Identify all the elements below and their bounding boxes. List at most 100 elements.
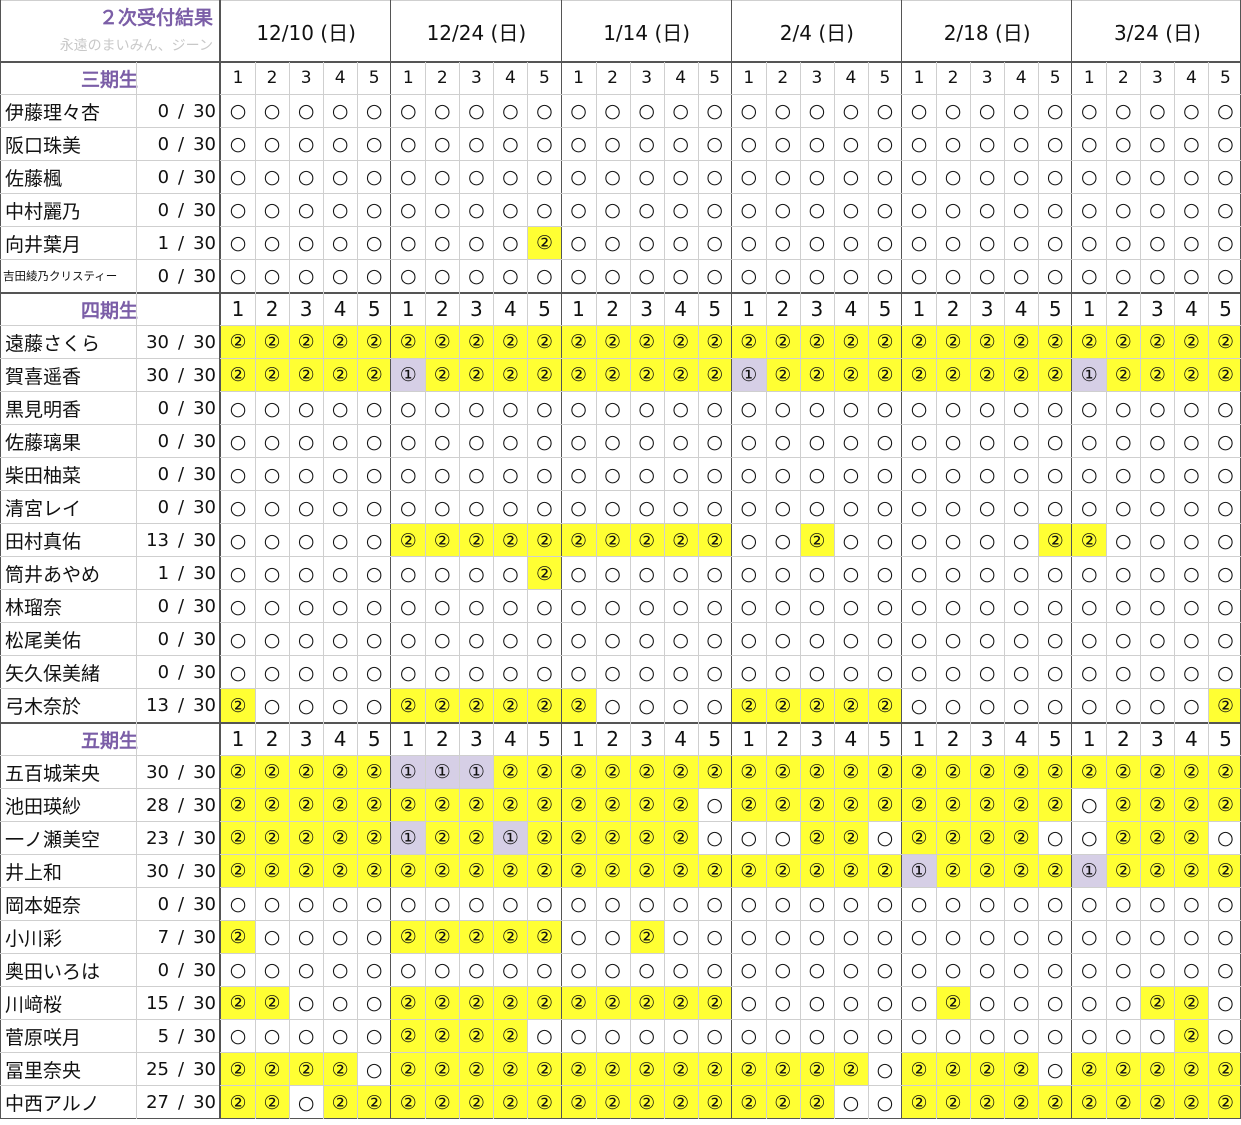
member-name: 小川彩 xyxy=(5,927,63,950)
won-count: 0 xyxy=(157,662,170,684)
slot-number: 5 xyxy=(1048,297,1062,322)
result-none: ○ xyxy=(1080,595,1098,618)
result-win-2: ② xyxy=(867,788,902,822)
slot-number: 2 xyxy=(265,727,279,752)
result-win-2: ② xyxy=(561,325,596,359)
result-win-2: ② xyxy=(289,854,324,888)
won-count: 0 xyxy=(157,629,170,651)
result-win-2: ② xyxy=(323,1086,358,1120)
result-none: ○ xyxy=(706,893,723,916)
result-none: ○ xyxy=(638,100,655,123)
result-none: ○ xyxy=(808,595,826,618)
result-none: ○ xyxy=(944,959,962,982)
result-none: ○ xyxy=(978,463,996,486)
result-win-2: ② xyxy=(459,1086,494,1120)
result-none: ○ xyxy=(774,628,792,651)
grid-line xyxy=(0,523,1241,524)
result-none: ○ xyxy=(365,397,383,420)
result-none: ○ xyxy=(1115,628,1132,651)
result-none: ○ xyxy=(740,166,758,189)
result-none: ○ xyxy=(672,232,689,255)
result-win-2: ② xyxy=(799,755,834,789)
result-win-2: ② xyxy=(765,854,800,888)
result-win-2: ② xyxy=(1174,1019,1209,1053)
result-win-2: ② xyxy=(1072,755,1107,789)
result-none: ○ xyxy=(1149,529,1166,552)
won-count: 13 xyxy=(146,530,170,552)
result-win-2: ② xyxy=(561,755,596,789)
result-win-2: ② xyxy=(493,358,528,392)
slot-number: 3 xyxy=(470,727,483,752)
grid-line xyxy=(630,61,631,1120)
result-win-2: ② xyxy=(595,325,630,359)
result-none: ○ xyxy=(536,463,553,486)
result-win-2: ② xyxy=(799,689,834,723)
result-win-2: ② xyxy=(663,358,698,392)
result-none: ○ xyxy=(1183,926,1200,949)
result-win-2: ② xyxy=(493,689,528,723)
grid-line xyxy=(0,0,1,1120)
won-count: 0 xyxy=(157,497,170,519)
result-none: ○ xyxy=(706,496,723,519)
result-none: ○ xyxy=(910,595,928,618)
result-win-2: ② xyxy=(527,1053,562,1087)
slot-number: 4 xyxy=(333,727,347,752)
result-win-2: ② xyxy=(1004,755,1039,789)
result-win-2: ② xyxy=(459,1019,494,1053)
result-none: ○ xyxy=(331,595,349,618)
result-none: ○ xyxy=(1012,397,1030,420)
result-win-2: ② xyxy=(357,358,392,392)
result-win-2: ② xyxy=(629,986,664,1020)
result-win-2: ② xyxy=(527,1086,562,1120)
result-none: ○ xyxy=(570,397,587,420)
result-none: ○ xyxy=(1012,232,1030,255)
count-separator: / xyxy=(178,497,185,519)
result-none: ○ xyxy=(1149,926,1166,949)
slot-number: 3 xyxy=(1151,727,1164,752)
result-win-2: ② xyxy=(833,755,868,789)
result-none: ○ xyxy=(706,133,723,156)
result-none: ○ xyxy=(876,827,894,850)
date-header: 2/4 (日) xyxy=(779,21,854,45)
result-none: ○ xyxy=(842,397,860,420)
result-win-2: ② xyxy=(936,821,971,855)
slot-number: 5 xyxy=(878,727,892,752)
result-none: ○ xyxy=(399,595,417,618)
result-none: ○ xyxy=(331,232,349,255)
lottery-count: 0 / 30 xyxy=(136,623,220,656)
result-win-2: ② xyxy=(629,1053,664,1087)
result-none: ○ xyxy=(365,265,383,288)
result-win-2: ② xyxy=(425,986,460,1020)
result-none: ○ xyxy=(570,100,587,123)
result-none: ○ xyxy=(536,397,553,420)
result-none: ○ xyxy=(331,166,349,189)
result-none: ○ xyxy=(399,562,417,585)
grid-line xyxy=(0,94,1241,95)
won-count: 0 xyxy=(157,464,170,486)
result-none: ○ xyxy=(1115,166,1132,189)
result-win-2: ② xyxy=(1004,358,1039,392)
result-win-2: ② xyxy=(323,325,358,359)
result-none: ○ xyxy=(229,166,247,189)
result-none: ○ xyxy=(536,661,553,684)
result-none: ○ xyxy=(978,397,996,420)
result-none: ○ xyxy=(672,133,689,156)
total-count: 30 xyxy=(193,364,216,386)
result-none: ○ xyxy=(399,100,417,123)
result-none: ○ xyxy=(910,694,928,717)
grid-line xyxy=(219,0,220,61)
result-win-2: ② xyxy=(1174,325,1209,359)
result-win-2: ② xyxy=(629,920,664,954)
result-none: ○ xyxy=(1115,430,1132,453)
result-none: ○ xyxy=(331,628,349,651)
result-none: ○ xyxy=(706,562,723,585)
count-separator: / xyxy=(178,959,185,981)
result-none: ○ xyxy=(672,100,689,123)
won-count: 0 xyxy=(157,265,170,287)
result-win-2: ② xyxy=(970,821,1005,855)
result-none: ○ xyxy=(774,562,792,585)
result-none: ○ xyxy=(502,232,519,255)
result-none: ○ xyxy=(365,430,383,453)
result-none: ○ xyxy=(604,232,621,255)
result-win-2: ② xyxy=(1208,1053,1241,1087)
